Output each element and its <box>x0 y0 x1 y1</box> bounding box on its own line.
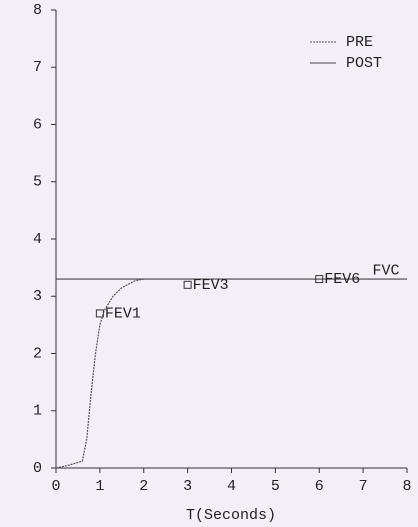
point-marker <box>183 280 192 289</box>
x-tick-label: 2 <box>139 478 148 495</box>
y-tick-label: 5 <box>33 174 42 191</box>
x-tick-label: 6 <box>315 478 324 495</box>
x-tick-label: 8 <box>402 478 411 495</box>
annotation-label: FVC <box>373 262 400 279</box>
x-tick-label: 1 <box>95 478 104 495</box>
x-tick-label: 7 <box>359 478 368 495</box>
x-tick-label: 4 <box>227 478 236 495</box>
y-tick-label: 6 <box>33 116 42 133</box>
y-tick-label: 7 <box>33 59 42 76</box>
y-tick-label: 1 <box>33 403 42 420</box>
legend-label: PRE <box>346 34 373 51</box>
y-tick-label: 0 <box>33 460 42 477</box>
x-axis-label: T(Seconds) <box>186 507 276 524</box>
annotation-label: FEV1 <box>105 305 141 322</box>
annotation-label: FEV3 <box>193 277 229 294</box>
annotation-label: FEV6 <box>324 271 360 288</box>
x-tick-label: 0 <box>51 478 60 495</box>
y-tick-label: 3 <box>33 288 42 305</box>
x-tick-label: 5 <box>271 478 280 495</box>
y-tick-label: 4 <box>33 231 42 248</box>
y-tick-label: 2 <box>33 345 42 362</box>
series-line <box>55 278 144 469</box>
x-tick-label: 3 <box>183 478 192 495</box>
y-tick-label: 8 <box>33 2 42 19</box>
point-marker <box>95 309 104 318</box>
point-marker <box>315 275 324 284</box>
legend-label: POST <box>346 55 382 72</box>
